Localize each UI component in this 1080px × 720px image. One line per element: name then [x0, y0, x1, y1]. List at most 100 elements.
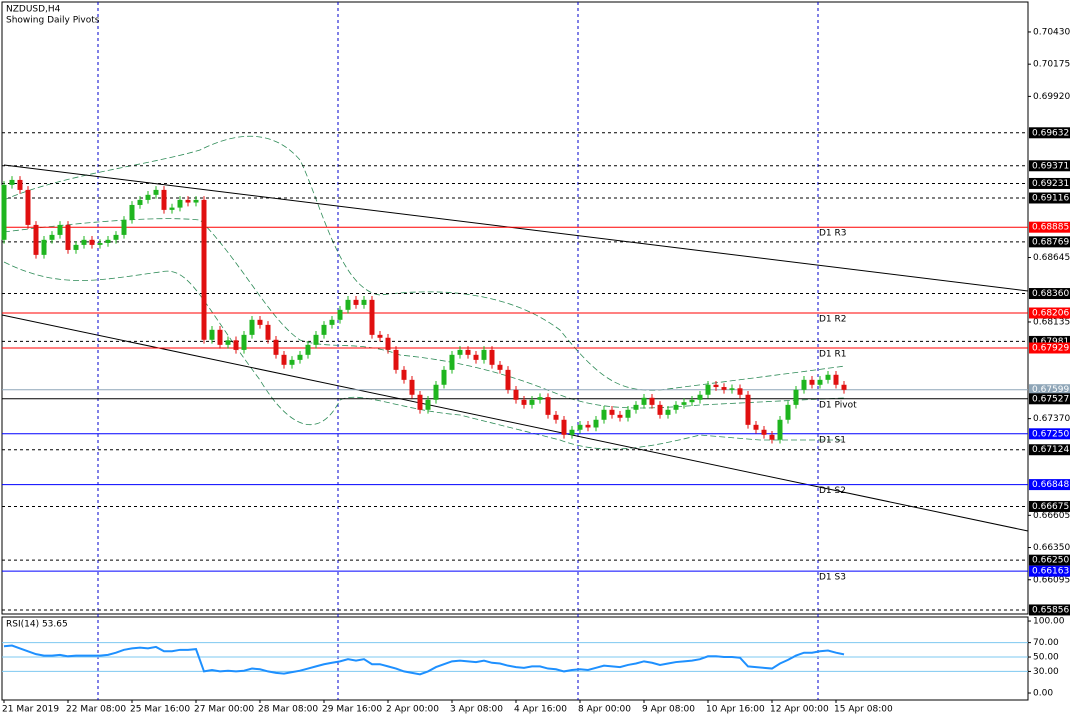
candle-body: [745, 394, 751, 425]
rsi-panel: [1, 616, 1029, 701]
candle-body: [25, 189, 31, 225]
price-box-label: 0.69116: [1032, 193, 1069, 203]
rsi-line: [3, 644, 845, 676]
candle-body: [705, 384, 711, 395]
chart-subtitle: Showing Daily Pivots: [6, 16, 100, 26]
candle-body: [825, 374, 831, 380]
candle-body: [1, 184, 7, 240]
candle-body: [449, 354, 455, 370]
price-box-bg: [1029, 479, 1070, 491]
candle-body: [137, 199, 143, 205]
price-box-bg: [1029, 500, 1070, 512]
candle-body: [337, 309, 343, 320]
price-box-label: 0.66163: [1032, 567, 1069, 577]
candle-body: [265, 324, 271, 340]
candle-body: [201, 199, 207, 340]
candle-body: [185, 199, 191, 203]
candle-body: [649, 397, 655, 405]
candle-body: [193, 199, 199, 203]
candle-body: [697, 394, 703, 400]
price-box: 0.67981: [1029, 335, 1070, 347]
bollinger-bands: [3, 136, 846, 450]
price-box-bg: [1029, 393, 1070, 405]
price-box: 0.66250: [1029, 554, 1070, 566]
candle-body: [441, 369, 447, 385]
price-box-label: 0.69371: [1032, 161, 1069, 171]
price-box: 0.66163: [1029, 565, 1070, 577]
candle-body: [801, 379, 807, 390]
y-tick-label: 0.66095: [1033, 575, 1070, 585]
candle-body: [833, 374, 839, 385]
candle-body: [273, 339, 279, 355]
candle-body: [761, 429, 767, 435]
candle-body: [257, 319, 263, 325]
price-box-label: 0.67527: [1032, 394, 1069, 404]
candle-body: [625, 409, 631, 418]
candle-body: [713, 384, 719, 388]
price-box-bg: [1029, 604, 1070, 616]
price-box-bg: [1029, 307, 1070, 319]
level-name: D1 R2: [819, 314, 847, 324]
candle-body: [545, 397, 551, 415]
candle-body: [233, 340, 239, 350]
y-tick-label: 50.00: [1033, 653, 1059, 663]
candle-body: [217, 329, 223, 345]
price-box-bg: [1029, 177, 1070, 189]
candle-body: [633, 404, 639, 410]
candle-body: [513, 389, 519, 400]
price-box-bg: [1029, 236, 1070, 248]
price-box: 0.67527: [1029, 393, 1070, 405]
candle-body: [41, 239, 47, 255]
candle-body: [489, 349, 495, 365]
candle-body: [393, 349, 399, 370]
level-name: D1 R1: [819, 349, 847, 359]
candle-body: [409, 379, 415, 395]
candle-body: [681, 402, 687, 405]
candle-body: [577, 424, 583, 430]
candles: [1, 176, 847, 444]
candle-body: [353, 299, 359, 305]
x-tick-label: 21 Mar 2019: [2, 705, 59, 715]
price-box-bg: [1029, 384, 1070, 396]
candle-body: [65, 224, 71, 250]
price-box: 0.69632: [1029, 127, 1070, 139]
candle-body: [313, 334, 319, 345]
price-box-bg: [1029, 288, 1070, 300]
candle-body: [601, 409, 607, 420]
candle-body: [457, 349, 463, 355]
candle-body: [753, 424, 759, 430]
x-tick-label: 2 Apr 00:00: [386, 705, 439, 715]
y-tick-label: 0.00: [1033, 689, 1053, 699]
middle-band: [3, 218, 846, 409]
candle-body: [585, 424, 591, 428]
y-tick-label: 30.00: [1033, 667, 1059, 677]
main-panel: [1, 1, 1029, 615]
price-box-label: 0.66848: [1032, 480, 1069, 490]
candle-body: [673, 404, 679, 410]
candle-body: [737, 388, 743, 395]
candle-body: [481, 349, 487, 360]
y-tick-label: 0.66350: [1033, 543, 1070, 553]
candle-body: [369, 299, 375, 335]
y-tick-label: 70.00: [1033, 638, 1059, 648]
candle-body: [361, 299, 367, 305]
price-box-label: 0.68885: [1032, 223, 1069, 233]
price-box-bg: [1029, 160, 1070, 172]
price-box: 0.68206: [1029, 307, 1070, 319]
candle-body: [105, 239, 111, 243]
y-tick-label: 0.68645: [1033, 253, 1070, 263]
candle-body: [113, 234, 119, 240]
candle-body: [793, 389, 799, 405]
rsi-title: RSI(14) 53.65: [6, 620, 68, 630]
price-box-bg: [1029, 428, 1070, 440]
candle-body: [321, 324, 327, 335]
price-box-label: 0.67124: [1032, 445, 1069, 455]
price-box-label: 0.67981: [1032, 337, 1069, 347]
candle-body: [809, 379, 815, 385]
candle-body: [345, 299, 351, 310]
candle-body: [473, 354, 479, 360]
candle-body: [817, 379, 823, 385]
trend-line: [1, 314, 1029, 532]
candle-body: [433, 384, 439, 400]
x-tick-label: 8 Apr 00:00: [578, 705, 631, 715]
